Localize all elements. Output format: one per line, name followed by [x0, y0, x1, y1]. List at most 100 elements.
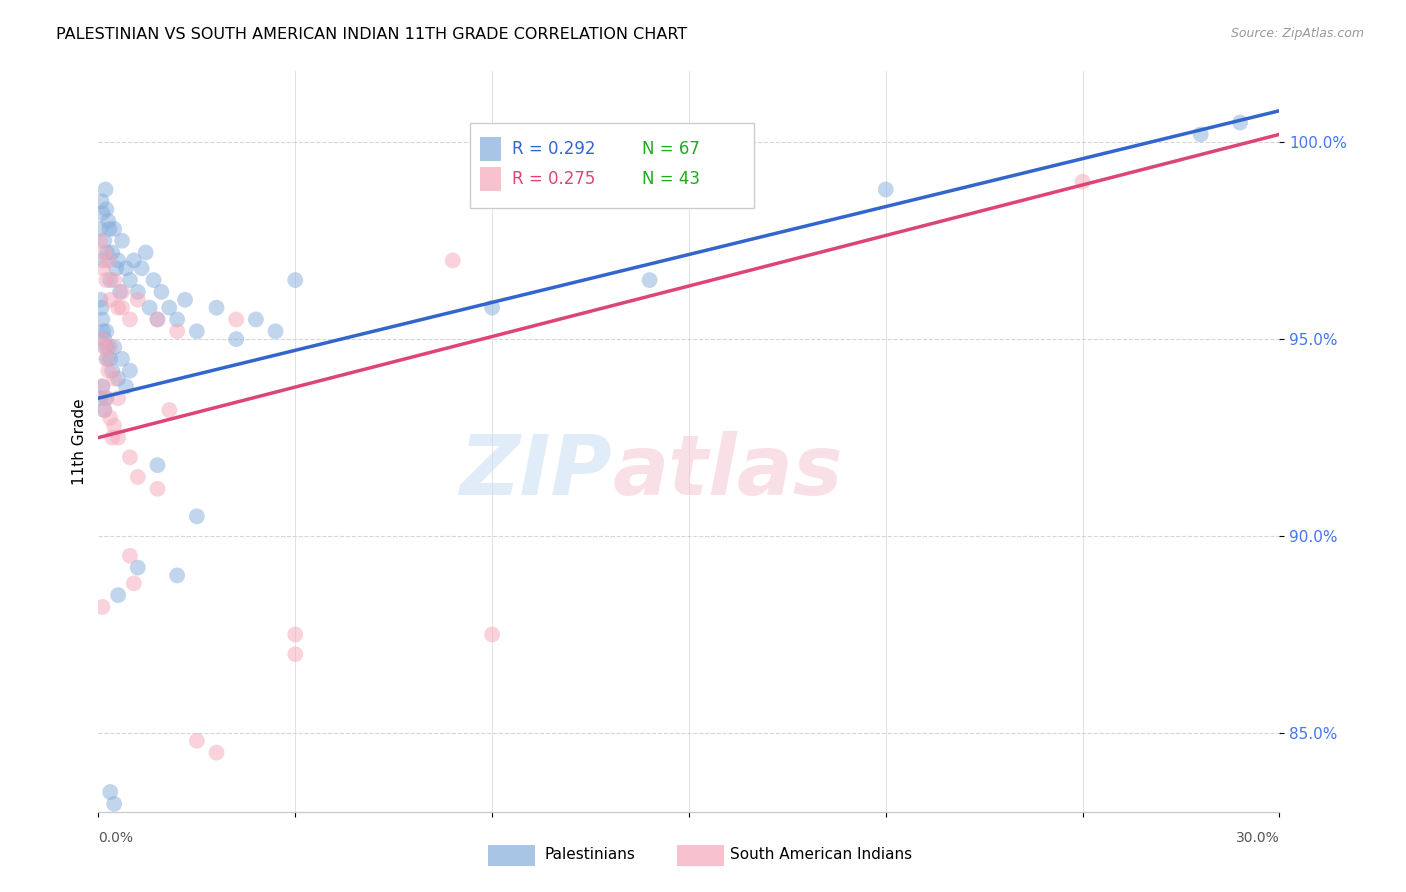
Point	[98, 351, 121, 366]
Point	[107, 431, 129, 445]
Point	[89, 391, 111, 405]
Point	[98, 340, 121, 354]
Point	[97, 253, 120, 268]
Point	[94, 182, 117, 196]
Point	[111, 234, 134, 248]
Point	[96, 351, 118, 366]
Point	[638, 273, 661, 287]
Text: Source: ZipAtlas.com: Source: ZipAtlas.com	[1230, 27, 1364, 40]
Point	[1229, 115, 1251, 129]
Point	[284, 627, 307, 641]
Point	[118, 312, 141, 326]
Point	[115, 261, 138, 276]
Point	[127, 560, 149, 574]
Point	[142, 273, 165, 287]
Point	[245, 312, 267, 326]
Point	[441, 253, 464, 268]
Point	[186, 509, 208, 524]
Point	[107, 371, 129, 385]
Point	[98, 785, 121, 799]
Point	[96, 391, 118, 405]
Text: R = 0.292: R = 0.292	[512, 140, 595, 158]
Text: R = 0.275: R = 0.275	[512, 169, 595, 187]
Bar	[678, 845, 724, 866]
Point	[107, 301, 129, 315]
Point	[115, 379, 138, 393]
Point	[225, 332, 247, 346]
Point	[127, 293, 149, 307]
Point	[101, 364, 124, 378]
Text: atlas: atlas	[612, 431, 842, 512]
Text: ZIP: ZIP	[460, 431, 612, 512]
Point	[101, 245, 124, 260]
Text: 0.0%: 0.0%	[98, 831, 134, 846]
Point	[875, 182, 897, 196]
Point	[96, 245, 118, 260]
Point	[186, 734, 208, 748]
Bar	[488, 845, 536, 866]
Point	[107, 391, 129, 405]
Point	[103, 273, 125, 287]
FancyBboxPatch shape	[471, 123, 754, 209]
Point	[93, 403, 115, 417]
Point	[98, 273, 121, 287]
Point	[118, 549, 141, 563]
Text: South American Indians: South American Indians	[730, 847, 912, 863]
Point	[101, 431, 124, 445]
Point	[91, 332, 114, 346]
Point	[284, 647, 307, 661]
Point	[96, 391, 118, 405]
Point	[96, 324, 118, 338]
Point	[98, 222, 121, 236]
Text: N = 43: N = 43	[641, 169, 700, 187]
Point	[97, 364, 120, 378]
Point	[91, 379, 114, 393]
Point	[103, 418, 125, 433]
Point	[89, 234, 111, 248]
Point	[174, 293, 197, 307]
Point	[284, 273, 307, 287]
Point	[146, 458, 169, 472]
Point	[1071, 175, 1094, 189]
Bar	[479, 137, 501, 161]
Point	[186, 324, 208, 338]
Point	[481, 301, 503, 315]
Point	[94, 340, 117, 354]
Point	[111, 285, 134, 299]
Point	[107, 253, 129, 268]
Text: 30.0%: 30.0%	[1236, 831, 1279, 846]
Point	[90, 301, 112, 315]
Point	[103, 797, 125, 811]
Point	[264, 324, 287, 338]
Point	[205, 746, 228, 760]
Point	[111, 301, 134, 315]
Text: PALESTINIAN VS SOUTH AMERICAN INDIAN 11TH GRADE CORRELATION CHART: PALESTINIAN VS SOUTH AMERICAN INDIAN 11T…	[56, 27, 688, 42]
Point	[122, 253, 145, 268]
Point	[205, 301, 228, 315]
Bar	[479, 167, 501, 191]
Point	[103, 371, 125, 385]
Point	[91, 312, 114, 326]
Point	[481, 627, 503, 641]
Point	[91, 206, 114, 220]
Point	[91, 324, 114, 338]
Point	[93, 332, 115, 346]
Y-axis label: 11th Grade: 11th Grade	[72, 398, 87, 485]
Point	[103, 222, 125, 236]
Point	[146, 312, 169, 326]
Point	[103, 340, 125, 354]
Point	[1189, 128, 1212, 142]
Text: N = 67: N = 67	[641, 140, 700, 158]
Point	[166, 312, 188, 326]
Point	[146, 482, 169, 496]
Point	[98, 293, 121, 307]
Point	[118, 273, 141, 287]
Point	[157, 301, 180, 315]
Point	[96, 273, 118, 287]
Point	[97, 340, 120, 354]
Point	[118, 450, 141, 465]
Point	[122, 576, 145, 591]
Point	[90, 194, 112, 209]
Point	[105, 261, 128, 276]
Point	[89, 293, 111, 307]
